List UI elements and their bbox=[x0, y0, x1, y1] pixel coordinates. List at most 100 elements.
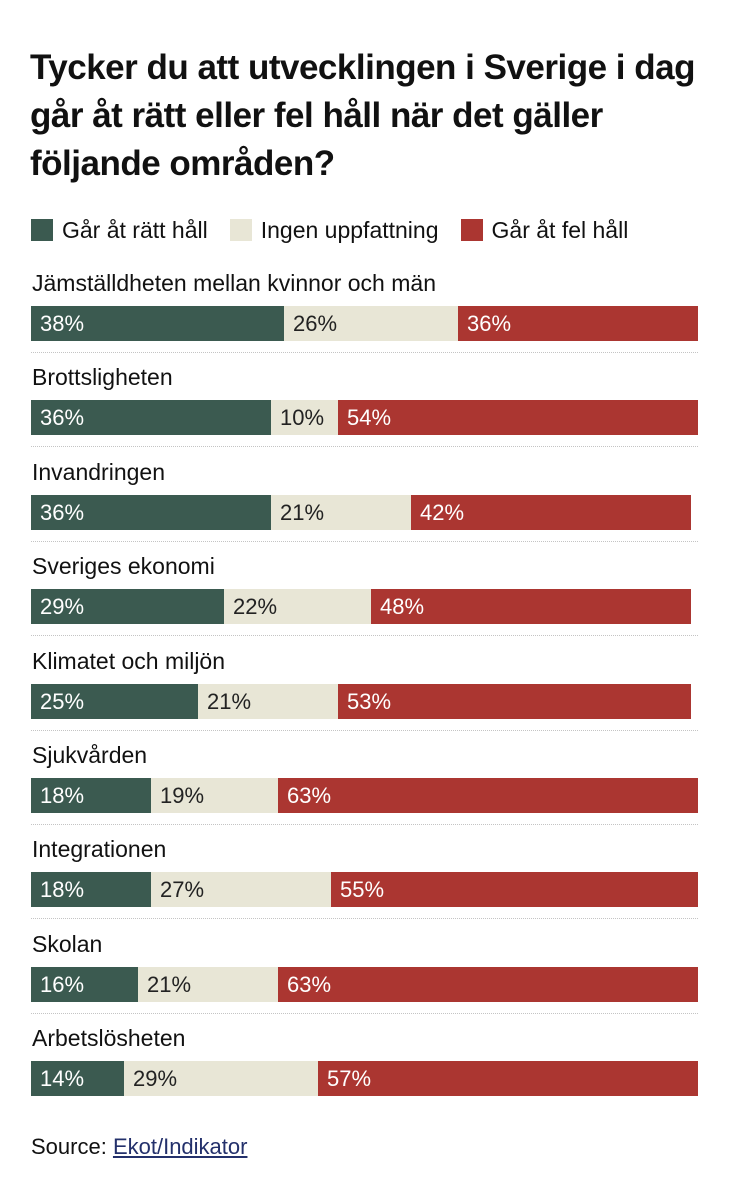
data-label-no-opinion: 29% bbox=[133, 1066, 178, 1092]
data-label-wrong-direction: 57% bbox=[327, 1066, 372, 1092]
bar-segment-wrong-direction bbox=[458, 306, 698, 341]
bar-segment-wrong-direction bbox=[338, 683, 691, 719]
category-label: Invandringen bbox=[32, 458, 165, 485]
category-row: Arbetslösheten 14% 29% 57% bbox=[31, 1021, 698, 1115]
source-line: Source: Ekot/Indikator bbox=[31, 1134, 247, 1160]
legend-item-wrong-direction: Går åt fel håll bbox=[460, 216, 629, 244]
row-divider bbox=[31, 729, 698, 731]
stacked-bar: 16% 21% 63% bbox=[31, 966, 698, 1002]
bar-segment-no-opinion bbox=[198, 683, 338, 719]
bar-segment-wrong-direction bbox=[278, 777, 698, 813]
source-link[interactable]: Ekot/Indikator bbox=[112, 1134, 248, 1159]
bar-segment-no-opinion bbox=[284, 306, 458, 341]
stacked-bar: 18% 19% 63% bbox=[31, 777, 698, 813]
category-label: Jämställdheten mellan kvinnor och män bbox=[32, 270, 436, 296]
data-label-wrong-direction: 63% bbox=[287, 971, 332, 997]
data-label-wrong-direction: 53% bbox=[347, 688, 392, 714]
category-row: Sveriges ekonomi 29% 22% 48% bbox=[31, 549, 698, 643]
category-label: Brottsligheten bbox=[32, 364, 173, 391]
bar-segment-wrong-direction bbox=[411, 494, 691, 530]
legend-swatch-right-direction bbox=[31, 219, 53, 241]
bar-segment-no-opinion bbox=[138, 966, 278, 1002]
data-label-wrong-direction: 63% bbox=[287, 782, 332, 808]
legend-swatch-no-opinion bbox=[229, 219, 252, 241]
source-prefix: Source: bbox=[31, 1134, 107, 1159]
data-label-wrong-direction: 54% bbox=[347, 405, 392, 431]
bar-segment-right-direction bbox=[31, 306, 284, 341]
bar-segment-no-opinion bbox=[271, 400, 338, 436]
stacked-bar: 14% 29% 57% bbox=[31, 1061, 698, 1097]
legend-item-no-opinion: Ingen uppfattning bbox=[229, 216, 439, 244]
bar-segment-right-direction bbox=[31, 400, 271, 436]
data-label-no-opinion: 21% bbox=[280, 499, 325, 525]
data-label-right-direction: 38% bbox=[40, 311, 85, 336]
bar-segment-wrong-direction bbox=[338, 400, 698, 436]
category-row: Brottsligheten 36% 10% 54% bbox=[31, 360, 698, 454]
category-label: Arbetslösheten bbox=[32, 1025, 186, 1052]
data-label-no-opinion: 21% bbox=[147, 971, 192, 997]
category-row: Jämställdheten mellan kvinnor och män 38%… bbox=[31, 266, 698, 360]
stacked-bar: 36% 10% 54% bbox=[31, 400, 698, 436]
stacked-bar: 29% 22% 48% bbox=[31, 589, 698, 625]
row-divider bbox=[31, 540, 698, 542]
data-label-right-direction: 36% bbox=[40, 405, 85, 431]
category-label: Sveriges ekonomi bbox=[32, 553, 215, 580]
data-label-right-direction: 18% bbox=[40, 782, 85, 808]
data-label-wrong-direction: 48% bbox=[380, 594, 425, 620]
category-row: Skolan 16% 21% 63% bbox=[31, 927, 698, 1021]
row-divider bbox=[31, 823, 698, 825]
data-label-right-direction: 16% bbox=[40, 971, 85, 997]
data-label-right-direction: 29% bbox=[40, 594, 85, 620]
row-divider bbox=[31, 1012, 698, 1014]
category-row: Klimatet och miljön 25% 21% 53% bbox=[31, 644, 698, 738]
bar-segment-no-opinion bbox=[151, 777, 278, 813]
stacked-bar: 38% 26% 36% bbox=[31, 306, 698, 341]
stacked-bar: 25% 21% 53% bbox=[31, 683, 698, 719]
bar-segment-no-opinion bbox=[271, 494, 411, 530]
legend-label-wrong-direction: Går åt fel håll bbox=[491, 216, 629, 243]
data-label-wrong-direction: 36% bbox=[467, 311, 512, 336]
bar-segment-right-direction bbox=[31, 683, 198, 719]
bar-segment-wrong-direction bbox=[371, 589, 691, 625]
legend-swatch-wrong-direction bbox=[460, 219, 483, 241]
stacked-bar: 36% 21% 42% bbox=[31, 494, 698, 530]
chart-rows: Jämställdheten mellan kvinnor och män 38%… bbox=[31, 266, 698, 1116]
category-label: Skolan bbox=[32, 930, 103, 957]
data-label-no-opinion: 10% bbox=[280, 405, 325, 431]
bar-segment-right-direction bbox=[31, 1061, 124, 1097]
data-label-right-direction: 25% bbox=[40, 688, 85, 714]
row-divider bbox=[31, 446, 698, 448]
data-label-no-opinion: 22% bbox=[233, 594, 278, 620]
legend: Går åt rätt håll Ingen uppfattning Går å… bbox=[31, 216, 650, 244]
bar-segment-right-direction bbox=[31, 872, 151, 908]
category-label: Klimatet och miljön bbox=[32, 647, 226, 674]
legend-label-no-opinion: Ingen uppfattning bbox=[260, 216, 439, 243]
data-label-right-direction: 14% bbox=[40, 1066, 85, 1092]
bar-segment-wrong-direction bbox=[318, 1061, 698, 1097]
category-label: Sjukvården bbox=[32, 741, 148, 768]
data-label-no-opinion: 19% bbox=[160, 782, 205, 808]
row-divider bbox=[31, 918, 698, 920]
data-label-no-opinion: 21% bbox=[207, 688, 252, 714]
category-row: Sjukvården 18% 19% 63% bbox=[31, 738, 698, 832]
row-divider bbox=[31, 635, 698, 637]
bar-segment-right-direction bbox=[31, 589, 224, 625]
row-divider bbox=[31, 352, 698, 353]
bar-segment-right-direction bbox=[31, 494, 271, 530]
stacked-bar: 18% 27% 55% bbox=[31, 872, 698, 908]
data-label-wrong-direction: 55% bbox=[340, 877, 385, 903]
bar-segment-wrong-direction bbox=[331, 872, 698, 908]
chart-title: Tycker du att utvecklingen i Sverige i d… bbox=[30, 48, 695, 183]
bar-segment-right-direction bbox=[31, 966, 138, 1002]
bar-segment-no-opinion bbox=[151, 872, 331, 908]
bar-segment-wrong-direction bbox=[278, 966, 698, 1002]
data-label-right-direction: 36% bbox=[40, 499, 85, 525]
bar-segment-right-direction bbox=[31, 777, 151, 813]
bar-segment-no-opinion bbox=[224, 589, 371, 625]
category-label: Integrationen bbox=[32, 836, 167, 863]
data-label-wrong-direction: 42% bbox=[420, 499, 465, 525]
bar-segment-no-opinion bbox=[124, 1061, 318, 1097]
data-label-no-opinion: 27% bbox=[160, 877, 205, 903]
category-row: Integrationen 18% 27% 55% bbox=[31, 832, 698, 926]
data-label-no-opinion: 26% bbox=[293, 311, 338, 336]
